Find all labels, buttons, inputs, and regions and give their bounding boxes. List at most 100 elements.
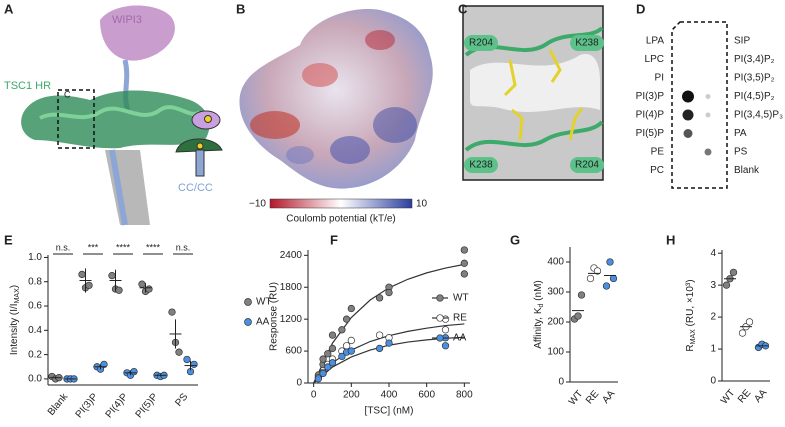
significance-label: **** — [116, 242, 131, 252]
data-point — [460, 246, 468, 254]
y-tick-label: 0.6 — [28, 301, 42, 312]
y-tick-label: 1800 — [280, 282, 303, 293]
data-point — [342, 342, 351, 350]
y-axis-label-part: d — [538, 303, 545, 307]
data-point — [609, 274, 618, 283]
y-axis-label-part: (RU, ×10³) — [685, 279, 696, 329]
data-point — [441, 326, 450, 334]
lipid-label: PS — [734, 147, 748, 158]
y-tick-label: 3 — [710, 280, 716, 291]
data-point — [460, 270, 468, 278]
data-point — [385, 288, 393, 297]
fit-line — [313, 323, 465, 384]
y-tick-label: 600 — [285, 346, 302, 357]
x-tick-label: PI(4)P — [104, 391, 131, 420]
data-point — [319, 355, 327, 363]
data-point — [722, 281, 731, 289]
data-point — [338, 352, 346, 361]
lipid-label: PI(3)P — [636, 91, 665, 102]
closeup-c — [462, 5, 604, 181]
lipid-label: PI(3,4,5)P₃ — [734, 110, 783, 121]
y-axis-label: Intensity (I/IMAX) — [9, 285, 22, 355]
data-point — [168, 308, 176, 316]
y-tick-label: 0.8 — [28, 276, 42, 287]
residue-label: R204 — [575, 160, 599, 171]
y-tick-label: 400 — [547, 257, 564, 268]
lipid-label: PI(4)P — [636, 110, 665, 121]
legend-label: AA — [453, 333, 467, 344]
lipid-label: LPA — [646, 36, 664, 47]
data-point — [441, 342, 450, 350]
data-point — [729, 268, 738, 277]
x-tick-label: 0 — [311, 390, 317, 401]
panel-label: F — [330, 232, 338, 247]
legend-label: AA — [256, 317, 270, 328]
strip-labels: LPA LPC PI PI(3)P PI(4)P PI(5)P PE PC SIP PI(3,4)… — [636, 36, 783, 177]
protein-label: WIPI3 — [112, 14, 142, 26]
surface-b — [239, 9, 433, 189]
y-axis-label-part: (nM) — [533, 280, 544, 303]
panel-label: H — [666, 232, 675, 247]
y-tick-label: 1 — [710, 344, 716, 355]
data-point — [602, 282, 611, 290]
data-point — [138, 280, 146, 288]
data-point — [347, 347, 355, 355]
legend-label: RE — [453, 313, 467, 324]
significance-label: *** — [88, 242, 99, 252]
x-tick-label: AA — [600, 388, 617, 406]
x-tick-label: AA — [752, 387, 769, 405]
inset-label: C — [64, 89, 71, 99]
y-axis-label: Affinity, Kd (nM) — [533, 280, 546, 349]
lipid-label: PI(5)P — [636, 128, 665, 139]
y-tick-label: 0.2 — [28, 349, 42, 360]
legend-marker — [244, 298, 252, 306]
y-tick-label: 300 — [547, 287, 564, 298]
lipid-label: PI(3,5)P₂ — [734, 73, 775, 84]
data-point — [338, 326, 346, 334]
data-point — [319, 369, 327, 378]
data-point — [115, 286, 123, 294]
x-tick-label: 800 — [456, 390, 473, 401]
residue-label: R204 — [469, 38, 493, 49]
data-point — [460, 259, 468, 267]
data-point — [375, 331, 384, 339]
lipid-label: PA — [734, 128, 747, 139]
x-tick-label: 400 — [381, 390, 398, 401]
y-axis-label-part: ) — [9, 285, 20, 288]
colorbar — [269, 198, 413, 209]
residue-label: K238 — [469, 160, 493, 171]
lipid-label: PC — [650, 165, 664, 176]
x-tick-label: Blank — [46, 391, 71, 418]
y-axis-label-part: R — [685, 344, 696, 351]
x-tick-label: 600 — [418, 390, 435, 401]
data-point — [328, 344, 337, 353]
data-point — [108, 272, 116, 280]
panel-label: G — [510, 232, 520, 247]
y-tick-label: 2 — [710, 312, 716, 323]
data-point — [85, 281, 93, 290]
data-point — [738, 329, 747, 337]
y-axis-label: RMAX (RU, ×10³) — [685, 279, 698, 351]
x-tick-label: WT — [567, 389, 585, 408]
domain-label: TSC1 HR — [4, 80, 51, 92]
data-point — [347, 304, 355, 313]
x-tick-label: RE — [584, 388, 602, 406]
x-tick-label: PS — [173, 391, 190, 409]
lipid-label: SIP — [734, 36, 750, 47]
y-axis-label-part: Affinity, K — [533, 307, 544, 349]
colorbar-label: Coulomb potential (kT/e) — [286, 214, 396, 225]
lipid-label: PE — [651, 147, 665, 158]
y-tick-label: 4 — [710, 248, 716, 259]
lipid-label: PI(4,5)P₂ — [734, 91, 775, 102]
data-point — [593, 267, 602, 275]
lipid-label: Blank — [734, 165, 760, 176]
data-point — [574, 312, 582, 320]
panel-label: C — [458, 1, 468, 16]
legend-marker — [436, 314, 444, 322]
panel-label: B — [236, 1, 245, 16]
data-point — [606, 258, 614, 266]
panel-label: D — [636, 1, 645, 16]
data-point — [745, 318, 754, 326]
significance-label: **** — [146, 242, 161, 252]
y-tick-label: 2400 — [280, 250, 303, 261]
